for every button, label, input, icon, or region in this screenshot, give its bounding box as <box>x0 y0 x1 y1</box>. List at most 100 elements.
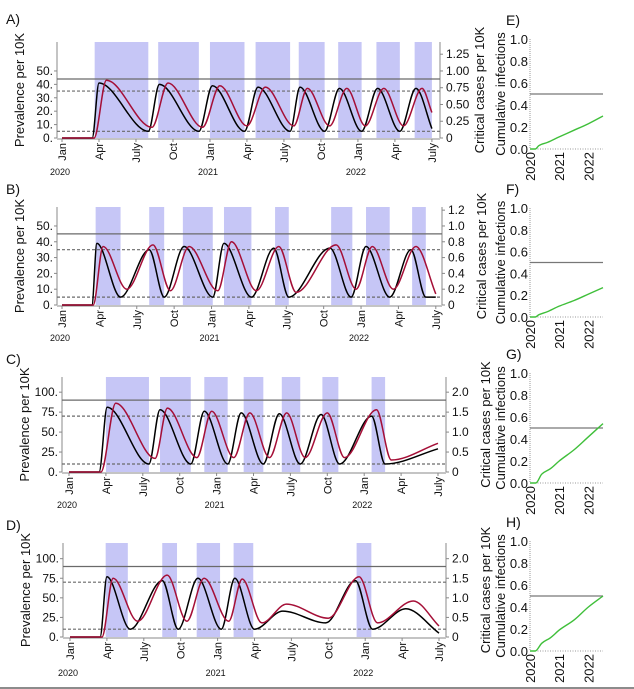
intervention-period-shading <box>95 207 121 305</box>
y-right-tick-label: 1.0 <box>448 219 465 233</box>
y-right-tick-label: 0.2 <box>448 282 465 296</box>
y-right-axis-title: Critical cases per 10K <box>474 192 489 319</box>
year-label: 2021 <box>206 668 226 678</box>
y-right-tick-label: 1.5 <box>452 571 469 585</box>
y-right-tick-label: 0 <box>452 465 459 479</box>
intervention-period-shading <box>281 377 301 472</box>
y-tick-label: 30. <box>36 91 53 105</box>
x-tick-label: 2021 <box>552 654 567 683</box>
y-tick-label: 50. <box>41 425 58 439</box>
panel-b: B) 0. 10. 20.30. 40. 50. 0 0.2 0.40.6 0.8 1.0 1.2 Ja… <box>6 181 489 343</box>
intervention-period-shading <box>204 377 228 472</box>
y-tick-label: 0.4 <box>510 266 528 281</box>
y-tick-label: 0.8 <box>510 556 528 571</box>
y-tick-label: 0. <box>43 298 53 312</box>
y-right-tick-label: 0.5 <box>452 610 469 624</box>
y-right-tick-label: 0.5 <box>452 445 469 459</box>
y-right-tick-label: 0 <box>448 298 455 312</box>
y-axis-title: Prevalence per 10K <box>12 199 27 314</box>
critical-cases-curve <box>70 574 440 638</box>
y-tick-label: 0. <box>48 465 58 479</box>
y-tick-label: 10. <box>36 282 53 296</box>
panel-label: E) <box>506 12 520 28</box>
x-tick-label: Apr <box>397 642 409 659</box>
y-tick-label: 0.0 <box>510 644 528 659</box>
x-tick-label: 2020 <box>523 486 538 515</box>
prevalence-curve <box>62 82 433 139</box>
y-tick-label: 50. <box>42 591 59 605</box>
y-tick-label: 0.6 <box>510 245 528 260</box>
x-tick-label: July <box>427 143 439 163</box>
prevalence-curve <box>62 242 436 306</box>
intervention-period-shading <box>158 42 199 138</box>
x-tick-label: Apr <box>101 477 113 494</box>
prevalence-curve <box>69 406 439 473</box>
intervention-period-shading <box>160 377 191 472</box>
panel-label: H) <box>506 514 521 530</box>
panel-e: E) 0.0 0.2 0.4 0.6 0.8 1.0 2020 2021 2022 Cumulati… <box>493 12 604 181</box>
panel-g: G) 0.0 0.2 0.4 0.6 0.8 1.0 2020 2021 2022 Cumulati… <box>493 346 604 515</box>
panel-label: B) <box>6 181 20 197</box>
y-tick-label: 0.2 <box>510 288 528 303</box>
x-tick-label: Jan <box>359 477 371 495</box>
panel-label: A) <box>6 11 20 27</box>
panel-label: D) <box>6 517 21 533</box>
y-tick-label: 0. <box>43 131 53 145</box>
y-right-axis-title: Critical cases per 10K <box>478 526 493 653</box>
x-tick-label: Apr <box>94 143 106 160</box>
y-tick-label: 1.0 <box>510 32 528 47</box>
x-tick-label: July <box>281 310 293 330</box>
y-right-tick-label: 1.0 <box>452 425 469 439</box>
x-tick-label: 2020 <box>523 320 538 349</box>
intervention-period-shading <box>149 207 165 305</box>
x-tick-label: Oct <box>322 477 334 494</box>
y-right-tick-label: 0.50 <box>446 97 470 111</box>
y-tick-label: 100. <box>36 552 59 566</box>
y-tick-label: 1.0 <box>510 366 528 381</box>
x-tick-label: Apr <box>94 310 106 327</box>
intervention-period-shading <box>275 207 289 305</box>
critical-cases-curve <box>62 79 433 139</box>
y-tick-label: 0.0 <box>510 310 528 325</box>
x-tick-label: Jan <box>353 143 365 161</box>
year-label: 2022 <box>349 333 369 343</box>
y-tick-label: 0.2 <box>510 622 528 637</box>
y-axis-title: Prevalence per 10K <box>17 367 32 482</box>
x-tick-label: 2021 <box>552 320 567 349</box>
x-tick-label: Jan <box>57 310 69 328</box>
year-label: 2022 <box>346 167 366 177</box>
x-tick-label: Apr <box>396 477 408 494</box>
y-right-tick-label: 0.6 <box>448 251 465 265</box>
x-tick-label: Jan <box>64 477 76 495</box>
y-tick-label: 0.0 <box>510 476 528 491</box>
y-tick-label: 0.0 <box>510 142 528 157</box>
x-tick-label: July <box>279 143 291 163</box>
y-tick-label: 30. <box>36 251 53 265</box>
cumulative-infections-curve <box>529 423 604 484</box>
x-tick-label: July <box>131 143 143 163</box>
y-right-tick-label: 2.0 <box>452 552 469 566</box>
y-right-tick-label: 1.5 <box>452 405 469 419</box>
y-tick-label: 100. <box>35 385 58 399</box>
y-tick-label: 25. <box>41 445 58 459</box>
intervention-period-shading <box>243 377 264 472</box>
x-tick-label: Jan <box>212 477 224 495</box>
critical-cases-curve <box>69 402 439 473</box>
y-axis-title: Prevalence per 10K <box>18 533 33 648</box>
panel-d: D) 0. 25. 50. 75. 100. 0 0.5 1.0 1.5 2.0 Jan Apr July… <box>6 517 493 678</box>
cumulative-infections-curve <box>530 286 604 318</box>
x-tick-label: Oct <box>176 642 188 659</box>
y-tick-label: 0.4 <box>510 432 528 447</box>
x-tick-label: July <box>434 642 446 662</box>
y-tick-label: 0.4 <box>510 98 528 113</box>
x-tick-label: July <box>138 477 150 497</box>
x-tick-label: 2022 <box>581 654 596 683</box>
year-label: 2020 <box>57 500 77 510</box>
y-tick-label: 10. <box>36 118 53 132</box>
y-axis-title: Prevalence per 10K <box>12 33 27 148</box>
cumulative-infections-curve <box>529 595 604 652</box>
x-tick-label: 2022 <box>581 320 596 349</box>
y-axis-title: Cumulative infections <box>493 366 508 490</box>
year-label: 2021 <box>200 333 220 343</box>
y-tick-label: 0. <box>49 630 59 644</box>
